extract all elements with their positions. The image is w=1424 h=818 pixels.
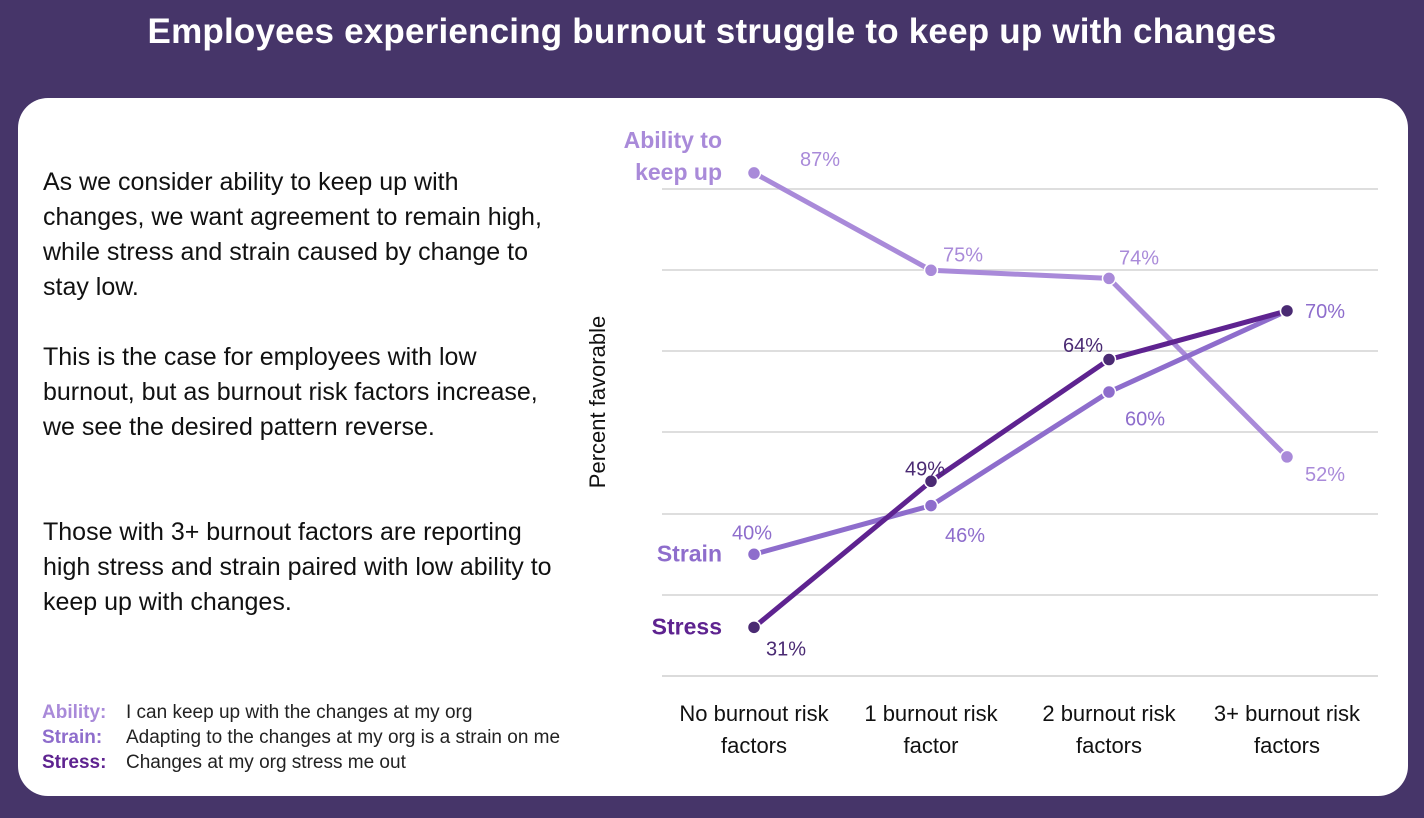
- point-ability-0: [746, 165, 762, 181]
- point-stress-0: [746, 620, 762, 635]
- data-label-strain-1: 46%: [945, 525, 985, 547]
- body-paragraph-2: This is the case for employees with low …: [43, 343, 538, 441]
- series-line-stress: [752, 308, 1288, 630]
- data-label-stress-0: 31%: [766, 639, 806, 661]
- point-stress-2: [1101, 352, 1117, 367]
- series-name-stress: Stress: [652, 613, 722, 639]
- definition-text-stress: Changes at my org stress me out: [126, 752, 406, 773]
- x-tick-label-1-0: 1 burnout risk: [864, 701, 998, 726]
- data-label-stress-1: 49%: [905, 459, 945, 481]
- x-tick-label-3-0: 3+ burnout risk: [1214, 701, 1361, 726]
- x-tick-label-1-1: factor: [903, 733, 958, 758]
- definition-text-ability: I can keep up with the changes at my org: [126, 702, 473, 723]
- point-strain-0: [746, 547, 762, 562]
- point-ability-1: [923, 263, 939, 278]
- x-tick-label-0-0: No burnout risk: [679, 701, 829, 726]
- data-label-ability-0: 87%: [800, 149, 840, 171]
- data-label-ability-3: 52%: [1305, 464, 1345, 486]
- x-tick-label-2-1: factors: [1076, 733, 1142, 758]
- data-label-strain-0: 40%: [732, 523, 772, 545]
- point-ability-2: [1101, 271, 1117, 286]
- data-label-strain-2: 60%: [1125, 408, 1165, 430]
- data-label-strain-3: 70%: [1305, 301, 1345, 323]
- definition-key-ability: Ability:: [42, 702, 107, 723]
- series-name-ability-0: Ability to: [624, 127, 722, 153]
- definition-text-strain: Adapting to the changes at my org is a s…: [126, 727, 561, 748]
- series-name-strain: Strain: [657, 540, 722, 566]
- x-tick-label-0-1: factors: [721, 733, 787, 758]
- y-axis-label: Percent favorable: [585, 316, 610, 488]
- point-stress-3: [1279, 303, 1295, 319]
- data-label-ability-2: 74%: [1119, 248, 1159, 270]
- series-name-ability-1: keep up: [635, 159, 722, 185]
- definition-stress: Stress: Changes at my org stress me out: [42, 750, 560, 775]
- definition-key-stress: Stress:: [42, 752, 107, 773]
- content-card: [18, 98, 1408, 796]
- point-ability-3: [1279, 449, 1295, 465]
- x-tick-label-3-1: factors: [1254, 733, 1320, 758]
- definitions-legend: Ability: I can keep up with the changes a…: [42, 700, 560, 775]
- data-label-ability-1: 75%: [943, 245, 983, 267]
- series-line-ability: [752, 170, 1289, 459]
- body-paragraph-3: Those with 3+ burnout factors are report…: [43, 518, 552, 616]
- body-paragraph-1: As we consider ability to keep up with c…: [43, 168, 542, 301]
- definition-strain: Strain: Adapting to the changes at my org…: [42, 725, 560, 750]
- x-tick-label-2-0: 2 burnout risk: [1042, 701, 1176, 726]
- point-stress-1: [923, 474, 939, 489]
- point-strain-2: [1101, 384, 1117, 400]
- data-label-stress-2: 64%: [1063, 335, 1103, 357]
- definition-ability: Ability: I can keep up with the changes a…: [42, 700, 560, 725]
- point-strain-1: [923, 498, 939, 513]
- series-line-strain: [753, 308, 1289, 557]
- definition-key-strain: Strain:: [42, 727, 103, 748]
- page-title: Employees experiencing burnout struggle …: [147, 12, 1277, 51]
